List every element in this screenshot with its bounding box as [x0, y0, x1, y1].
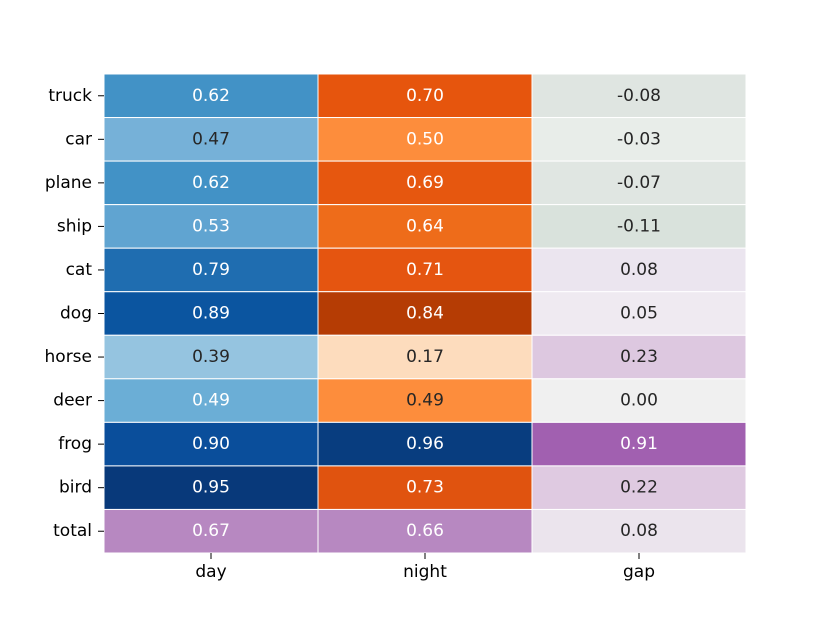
- cell-value-label: 0.69: [406, 173, 444, 193]
- row-label-truck: truck: [48, 86, 92, 106]
- cell-value-label: 0.67: [192, 521, 230, 541]
- cell-value-label: 0.91: [620, 434, 658, 454]
- cell-value-label: 0.95: [192, 478, 230, 498]
- cell-value-label: 0.96: [406, 434, 444, 454]
- cell-value-label: 0.89: [192, 304, 230, 324]
- heatmap-cell-total-gap: [531, 508, 747, 554]
- heatmap-cell-deer-gap: [531, 378, 747, 423]
- cell-value-label: -0.03: [617, 129, 661, 149]
- heatmap-cell-deer-day: [103, 378, 319, 423]
- row-label-plane: plane: [45, 173, 92, 193]
- heatmap-cell-bird-day: [103, 465, 319, 510]
- heatmap-cell-total-day: [103, 508, 319, 554]
- heatmap-cell-truck-day: [103, 73, 319, 119]
- cell-value-label: 0.49: [192, 391, 230, 411]
- cell-value-label: 0.53: [192, 216, 230, 236]
- cell-value-label: -0.08: [617, 86, 661, 106]
- heatmap-cell-car-night: [317, 117, 533, 162]
- row-label-car: car: [65, 129, 92, 149]
- row-labels: truck car plane ship cat dog horse deer frog bird…: [45, 86, 104, 541]
- heatmap-cell-truck-night: [317, 73, 533, 119]
- cell-value-label: -0.11: [617, 216, 661, 236]
- heatmap-cell-car-day: [103, 117, 319, 162]
- cell-value-label: 0.71: [406, 260, 444, 280]
- row-label-dog: dog: [60, 304, 92, 324]
- heatmap-cell-ship-day: [103, 204, 319, 249]
- heatmap-cell-dog-gap: [531, 291, 747, 336]
- cell-value-label: 0.50: [406, 129, 444, 149]
- cell-value-label: 0.00: [620, 391, 658, 411]
- cell-value-label: 0.05: [620, 304, 658, 324]
- cell-value-label: 0.08: [620, 521, 658, 541]
- row-label-cat: cat: [66, 260, 93, 280]
- row-label-total: total: [53, 521, 92, 541]
- heatmap-cell-plane-night: [317, 160, 533, 206]
- column-label-night: night: [403, 562, 447, 582]
- heatmap-cell-car-gap: [531, 117, 747, 162]
- cell-value-label: 0.79: [192, 260, 230, 280]
- cell-value-label: 0.62: [192, 86, 230, 106]
- cell-value-label: 0.90: [192, 434, 230, 454]
- heatmap-cell-cat-night: [317, 247, 533, 293]
- cell-value-label: 0.17: [406, 347, 444, 367]
- column-labels: day night gap: [195, 553, 655, 582]
- row-label-horse: horse: [45, 347, 92, 367]
- heatmap-cell-cat-day: [103, 247, 319, 293]
- heatmap-cells: 0.62 0.70 -0.08 0.47 0.50 -0.03 0.62 0.69 -0.07 0…: [103, 73, 747, 554]
- cell-value-label: 0.66: [406, 521, 444, 541]
- cell-value-label: 0.62: [192, 173, 230, 193]
- cell-value-label: 0.70: [406, 86, 444, 106]
- heatmap-cell-deer-night: [317, 378, 533, 423]
- cell-value-label: 0.22: [620, 478, 658, 498]
- heatmap-cell-dog-night: [317, 291, 533, 336]
- heatmap-cell-horse-gap: [531, 334, 747, 380]
- column-label-gap: gap: [623, 562, 655, 582]
- cell-value-label: 0.73: [406, 478, 444, 498]
- row-label-frog: frog: [58, 434, 92, 454]
- heatmap-cell-horse-day: [103, 334, 319, 380]
- cell-value-label: -0.07: [617, 173, 661, 193]
- column-label-day: day: [195, 562, 226, 582]
- heatmap-cell-ship-gap: [531, 204, 747, 249]
- row-label-bird: bird: [59, 478, 92, 498]
- heatmap-cell-frog-gap: [531, 421, 747, 467]
- cell-value-label: 0.64: [406, 216, 444, 236]
- cell-value-label: 0.08: [620, 260, 658, 280]
- heatmap-cell-bird-night: [317, 465, 533, 510]
- heatmap-cell-bird-gap: [531, 465, 747, 510]
- row-label-deer: deer: [53, 391, 92, 411]
- cell-value-label: 0.39: [192, 347, 230, 367]
- row-label-ship: ship: [57, 216, 92, 236]
- cell-value-label: 0.84: [406, 304, 444, 324]
- heatmap-cell-truck-gap: [531, 73, 747, 119]
- cell-value-label: 0.49: [406, 391, 444, 411]
- cell-value-label: 0.23: [620, 347, 658, 367]
- heatmap-cell-frog-day: [103, 421, 319, 467]
- heatmap-cell-cat-gap: [531, 247, 747, 293]
- cell-value-label: 0.47: [192, 129, 230, 149]
- heatmap-cell-horse-night: [317, 334, 533, 380]
